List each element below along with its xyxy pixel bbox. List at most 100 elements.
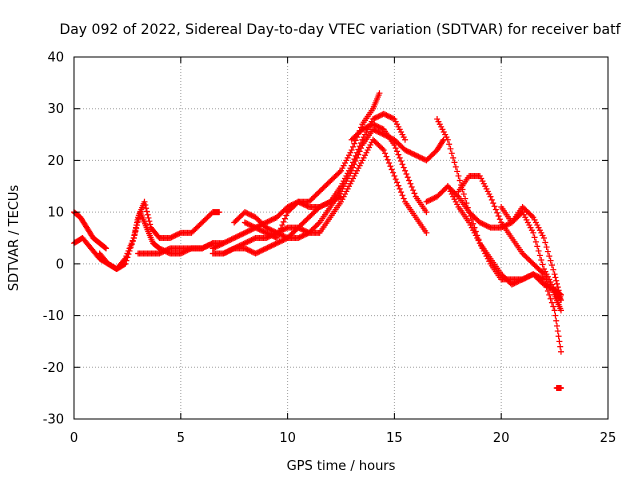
data-point	[303, 202, 310, 209]
data-point	[550, 303, 557, 310]
data-point	[299, 200, 306, 207]
data-point	[539, 269, 546, 276]
data-point	[232, 234, 239, 241]
data-point	[378, 130, 385, 137]
data-point	[229, 245, 236, 252]
data-point	[164, 246, 171, 253]
data-point	[247, 237, 254, 244]
data-point	[498, 224, 505, 231]
data-point	[547, 284, 554, 291]
data-point	[247, 227, 254, 234]
data-point	[544, 248, 551, 255]
data-point	[323, 200, 330, 207]
data-point	[423, 229, 430, 236]
data-point	[324, 200, 331, 207]
data-point	[383, 153, 390, 160]
data-point	[375, 113, 382, 120]
data-point	[451, 159, 458, 166]
data-point	[410, 150, 417, 157]
data-point	[423, 198, 430, 205]
data-point	[171, 233, 178, 240]
data-point	[384, 156, 391, 163]
data-point	[400, 164, 407, 171]
series-outlier	[553, 384, 565, 391]
data-point	[447, 145, 454, 152]
data-point	[268, 242, 275, 249]
data-point	[145, 214, 152, 221]
data-point	[419, 155, 426, 162]
data-point	[260, 228, 267, 235]
data-point	[444, 136, 451, 143]
data-point	[316, 203, 323, 210]
data-point	[239, 241, 246, 248]
data-point	[160, 248, 167, 255]
data-point	[261, 245, 268, 252]
data-point	[241, 245, 248, 252]
data-point	[514, 278, 521, 285]
data-point	[554, 328, 561, 335]
data-point	[548, 299, 555, 306]
data-point	[399, 192, 406, 199]
data-point	[268, 216, 275, 223]
data-point	[143, 208, 150, 215]
data-point	[403, 147, 410, 154]
data-point	[217, 241, 224, 248]
data-point	[495, 213, 502, 220]
data-point	[264, 225, 271, 232]
data-point	[264, 244, 271, 251]
data-point	[265, 218, 272, 225]
data-point	[376, 129, 383, 136]
data-point	[283, 225, 290, 232]
data-point	[380, 147, 387, 154]
data-point	[552, 312, 559, 319]
data-point	[415, 153, 422, 160]
data-point	[408, 150, 415, 157]
data-point	[199, 245, 206, 252]
data-point	[243, 245, 250, 252]
x-tick-label: 25	[600, 431, 617, 446]
data-point	[325, 199, 332, 206]
data-point	[467, 213, 474, 220]
data-point	[359, 126, 366, 133]
data-point	[382, 111, 389, 118]
data-point	[338, 193, 344, 200]
data-point	[370, 126, 377, 133]
x-tick-label: 15	[386, 431, 403, 446]
data-point	[229, 235, 236, 242]
data-point	[395, 151, 402, 158]
data-point	[370, 116, 377, 123]
data-point	[395, 182, 402, 189]
y-tick-label: 0	[56, 257, 64, 272]
data-point	[542, 239, 549, 246]
data-point	[227, 247, 234, 254]
data-point	[479, 220, 486, 227]
data-point	[375, 123, 382, 130]
data-point	[268, 227, 275, 234]
data-point	[460, 191, 467, 198]
data-point	[248, 248, 255, 255]
data-point	[225, 237, 232, 244]
data-point	[159, 249, 166, 256]
data-point	[520, 275, 527, 282]
data-point	[371, 127, 378, 134]
data-point	[519, 276, 526, 283]
data-point	[394, 148, 401, 155]
data-point	[245, 211, 252, 218]
data-point	[276, 228, 283, 235]
data-point	[172, 232, 179, 239]
data-point	[228, 236, 235, 243]
data-point	[263, 245, 270, 252]
data-point	[212, 244, 219, 251]
data-point	[478, 220, 485, 227]
data-point	[269, 216, 276, 223]
data-point	[265, 231, 272, 238]
data-point	[224, 238, 231, 245]
data-point	[510, 280, 517, 287]
data-point	[255, 225, 262, 232]
data-point	[245, 221, 252, 228]
data-point	[121, 256, 128, 263]
data-point	[161, 247, 168, 254]
data-point	[531, 234, 538, 241]
data-point	[203, 243, 210, 250]
data-point	[454, 192, 461, 199]
